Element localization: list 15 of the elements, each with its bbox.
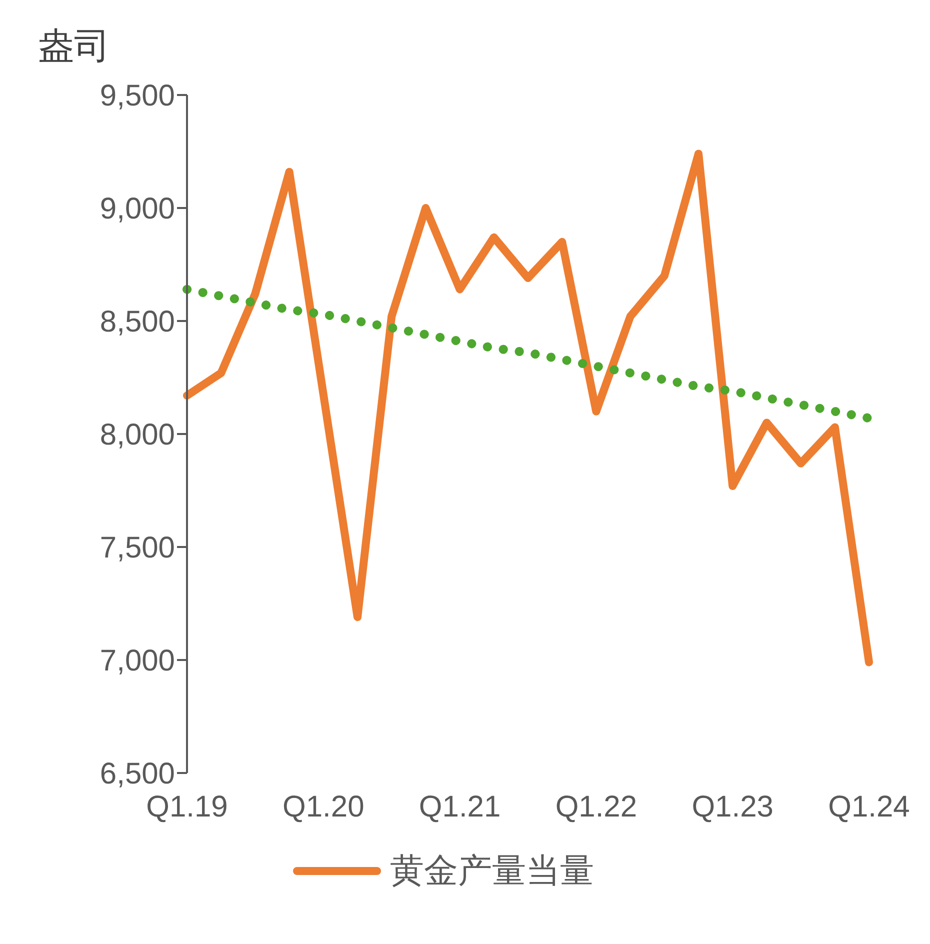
x-tick-label: Q1.22 xyxy=(555,790,638,824)
x-tick-label: Q1.23 xyxy=(692,790,774,824)
x-tick-label: Q1.21 xyxy=(418,790,501,824)
x-tick-label: Q1.19 xyxy=(146,790,228,824)
y-tick-label: 7,500 xyxy=(100,532,175,565)
y-axis-title: 盎司 xyxy=(38,24,110,68)
x-tick-label: Q1.24 xyxy=(828,790,910,824)
y-tick-label: 6,500 xyxy=(100,758,175,791)
y-tick-label: 8,000 xyxy=(100,418,175,452)
y-tick-label: 9,500 xyxy=(100,80,175,113)
y-tick-label: 8,500 xyxy=(100,306,175,339)
x-tick-label: Q1.20 xyxy=(282,790,364,824)
y-tick-label: 9,000 xyxy=(100,192,175,226)
legend-label: 黄金产量当量 xyxy=(390,851,594,892)
y-tick-label: 7,000 xyxy=(100,644,175,678)
